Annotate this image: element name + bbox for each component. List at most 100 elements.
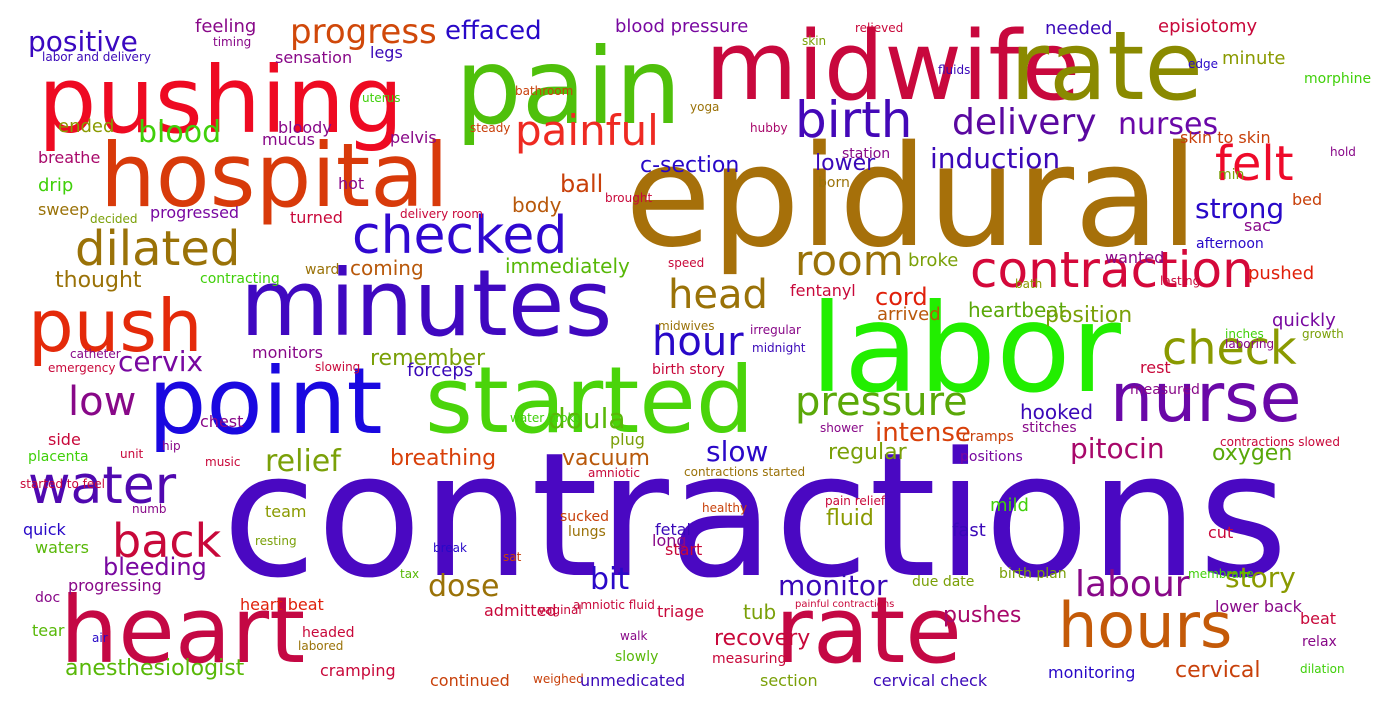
word-story: story: [1225, 561, 1296, 594]
word-fetal: fetal: [655, 520, 691, 539]
word-midnight: midnight: [752, 341, 806, 355]
word-quick: quick: [23, 520, 66, 539]
word-hubby: hubby: [750, 121, 788, 135]
word-tear: tear: [32, 621, 65, 640]
word-morphine: morphine: [1304, 71, 1372, 87]
word-admitted: admitted: [484, 601, 557, 620]
word-speed: speed: [668, 256, 705, 270]
word-vacuum: vacuum: [562, 446, 650, 471]
word-rate: rate: [1010, 12, 1203, 122]
word-sensation: sensation: [275, 48, 353, 67]
word-slow: slow: [706, 435, 769, 468]
word-numb: numb: [132, 502, 167, 516]
word-hospital: hospital: [100, 124, 449, 227]
word-minute: minute: [1222, 48, 1286, 69]
word-labour: labour: [1075, 564, 1190, 605]
word-triage: triage: [657, 602, 705, 621]
word-heart-beat: heart beat: [240, 595, 324, 614]
word-breathing: breathing: [390, 446, 497, 471]
word-slowly: slowly: [615, 649, 659, 665]
word-room: room: [795, 236, 904, 285]
word-birth-story: birth story: [652, 362, 725, 378]
word-start: start: [665, 540, 703, 559]
word-birth: birth: [795, 91, 913, 149]
word-team: team: [265, 502, 307, 521]
word-midwife: midwife: [705, 12, 1081, 122]
word-progressing: progressing: [68, 576, 162, 595]
word-pitocin: pitocin: [1070, 432, 1165, 465]
word-epidural: epidural: [625, 116, 1199, 279]
word-sac: sac: [1244, 216, 1271, 235]
word-shower: shower: [820, 421, 864, 435]
word-cervical: cervical: [1175, 658, 1261, 683]
word-back: back: [112, 514, 222, 568]
word-effaced: effaced: [445, 16, 542, 46]
word-steady: steady: [470, 121, 511, 135]
word-needed: needed: [1045, 18, 1113, 39]
word-forceps: forceps: [407, 360, 474, 381]
word-breathe: breathe: [38, 148, 101, 167]
word-recovery: recovery: [714, 626, 811, 651]
word-head: head: [668, 272, 768, 318]
word-cramps: cramps: [962, 429, 1014, 445]
word-born: born: [818, 175, 850, 191]
word-fentanyl: fentanyl: [790, 281, 856, 300]
word-low: low: [68, 379, 137, 425]
word-hours: hours: [1058, 589, 1233, 662]
word-plug: plug: [610, 430, 645, 449]
word-labored: labored: [298, 639, 344, 653]
word-arrived: arrived: [877, 304, 941, 325]
word-pain: pain: [455, 26, 682, 148]
word-started-to-feel: started to feel: [20, 477, 105, 491]
word-chest: chest: [200, 412, 244, 431]
word-started: started: [425, 347, 755, 454]
word-resting: resting: [255, 534, 297, 548]
word-monitoring: monitoring: [1048, 663, 1136, 682]
word-body: body: [512, 193, 562, 217]
word-walk: walk: [620, 629, 648, 643]
word-side: side: [48, 430, 81, 449]
word-point: point: [148, 348, 383, 455]
word-monitors: monitors: [252, 343, 323, 362]
word-contractions-slowed: contractions slowed: [1220, 435, 1340, 449]
word-stitches: stitches: [1022, 420, 1077, 436]
word-hold: hold: [1330, 145, 1356, 159]
word-quickly: quickly: [1272, 310, 1336, 331]
word-cervical-check: cervical check: [873, 671, 988, 690]
word-labor-and-delivery: labor and delivery: [42, 50, 151, 64]
word-waters: waters: [35, 538, 89, 557]
word-air: air: [92, 631, 108, 645]
word-decided: decided: [90, 212, 138, 226]
word-contractions: contractions: [222, 415, 1289, 616]
word-vaginal: vaginal: [538, 603, 582, 617]
word-midwives: midwives: [658, 319, 715, 333]
word-painful: painful: [515, 106, 659, 155]
word-felt: felt: [1215, 136, 1294, 192]
word-uterus: uterus: [362, 91, 401, 105]
word-turned: turned: [290, 208, 343, 227]
word-measured: measured: [1130, 382, 1200, 398]
word-feeling: feeling: [195, 16, 257, 37]
word-afternoon: afternoon: [1196, 236, 1264, 252]
word-bath: bath: [1015, 277, 1043, 291]
word-delivery: delivery: [952, 102, 1097, 143]
word-bed: bed: [1292, 190, 1323, 209]
word-laboring: laboring: [1225, 337, 1275, 351]
word-sweep: sweep: [38, 200, 90, 219]
word-lower: lower: [815, 151, 876, 176]
word-wanted: wanted: [1105, 248, 1165, 267]
word-thought: thought: [55, 268, 142, 293]
word-ball: ball: [560, 170, 604, 198]
word-remember: remember: [370, 346, 486, 371]
word-growth: growth: [1302, 327, 1344, 341]
word-weighed: weighed: [533, 672, 584, 686]
word-long: long: [652, 531, 687, 550]
word-progress: progress: [290, 12, 437, 52]
word-station: station: [842, 146, 891, 162]
word-delivery-room: delivery room: [400, 207, 484, 221]
word-sucked: sucked: [560, 509, 609, 525]
word-cervix: cervix: [118, 345, 204, 378]
word-amniotic-fluid: amniotic fluid: [573, 598, 655, 612]
word-skin-to-skin: skin to skin: [1180, 128, 1271, 147]
word-relief: relief: [265, 444, 341, 479]
